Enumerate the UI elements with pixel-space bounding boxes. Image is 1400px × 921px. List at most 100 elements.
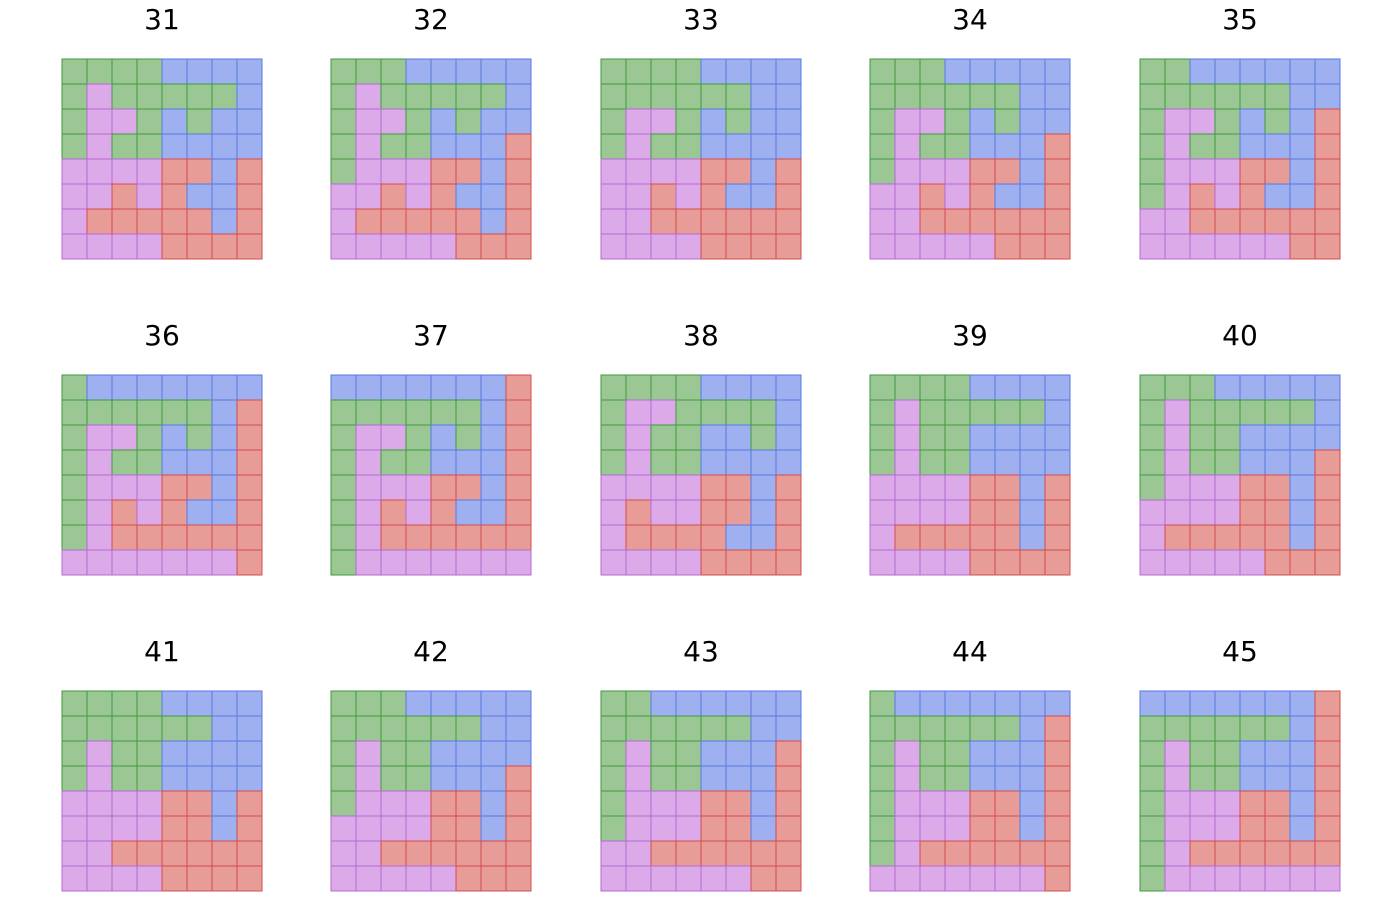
grid-cell [750,83,777,110]
grid-cell [650,840,677,867]
cell-grid [600,690,802,892]
grid-cell [186,549,213,576]
grid-cell [1164,765,1191,792]
grid-cell [186,108,213,135]
grid-cell [355,715,382,742]
grid-cell [455,183,482,210]
grid-cell [505,715,532,742]
grid-cell [1214,815,1241,842]
grid-cell [61,133,88,160]
grid-cell [1214,424,1241,451]
grid-cell [600,108,627,135]
grid-cell [330,549,357,576]
grid-cell [969,690,996,717]
grid-cell [775,108,802,135]
grid-cell [969,715,996,742]
grid-cell [236,865,263,892]
grid-cell [430,449,457,476]
grid-cell [675,233,702,260]
grid-cell [625,83,652,110]
grid-cell [675,424,702,451]
grid-cell [869,183,896,210]
grid-cell [750,815,777,842]
grid-cell [894,374,921,401]
grid-cell [969,549,996,576]
grid-cell [1289,765,1316,792]
grid-cell [944,83,971,110]
grid-cell [1264,499,1291,526]
grid-cell [136,474,163,501]
grid-cell [1264,840,1291,867]
grid-cell [1289,715,1316,742]
grid-cell [600,524,627,551]
grid-cell [86,865,113,892]
grid-cell [480,158,507,185]
grid-cell [111,83,138,110]
grid-cell [625,208,652,235]
grid-cell [625,840,652,867]
grid-cell [161,690,188,717]
grid-cell [111,208,138,235]
grid-cell [161,374,188,401]
grid-cell [600,865,627,892]
grid-cell [1164,233,1191,260]
grid-cell [650,183,677,210]
grid-cell [700,374,727,401]
grid-cell [236,183,263,210]
grid-cell [505,740,532,767]
grid-cell [355,815,382,842]
grid-cell [1314,690,1341,717]
grid-cell [1019,865,1046,892]
grid-cell [919,108,946,135]
grid-cell [994,815,1021,842]
grid-cell [1139,449,1166,476]
grid-cell [600,449,627,476]
grid-cell [1314,790,1341,817]
grid-cell [86,208,113,235]
grid-cell [1164,108,1191,135]
grid-cell [1314,865,1341,892]
grid-cell [1164,399,1191,426]
grid-cell [894,424,921,451]
grid-cell [405,374,432,401]
grid-cell [186,449,213,476]
grid-cell [1314,374,1341,401]
grid-cell [700,158,727,185]
grid-cell [1314,399,1341,426]
grid-cell [894,474,921,501]
grid-cell [186,133,213,160]
grid-cell [700,690,727,717]
grid-cell [430,524,457,551]
grid-cell [869,740,896,767]
grid-cell [775,474,802,501]
grid-cell [380,690,407,717]
grid-cell [161,449,188,476]
grid-cell [86,424,113,451]
grid-cell [944,399,971,426]
grid-cell [505,424,532,451]
grid-cell [725,765,752,792]
grid-cell [1139,399,1166,426]
grid-cell [1214,690,1241,717]
grid-cell [61,840,88,867]
grid-cell [136,765,163,792]
grid-cell [1044,690,1071,717]
grid-cell [1239,765,1266,792]
grid-cell [136,740,163,767]
grid-cell [330,183,357,210]
grid-cell [380,233,407,260]
grid-cell [355,690,382,717]
grid-cell [136,233,163,260]
panel-title: 36 [144,319,180,352]
grid-cell [505,499,532,526]
grid-cell [675,183,702,210]
grid-cell [1189,474,1216,501]
grid-cell [1139,740,1166,767]
grid-cell [111,524,138,551]
grid-cell [1239,58,1266,85]
cell-grid [61,374,263,576]
grid-cell [650,233,677,260]
grid-cell [236,499,263,526]
grid-cell [1189,83,1216,110]
grid-cell [455,740,482,767]
